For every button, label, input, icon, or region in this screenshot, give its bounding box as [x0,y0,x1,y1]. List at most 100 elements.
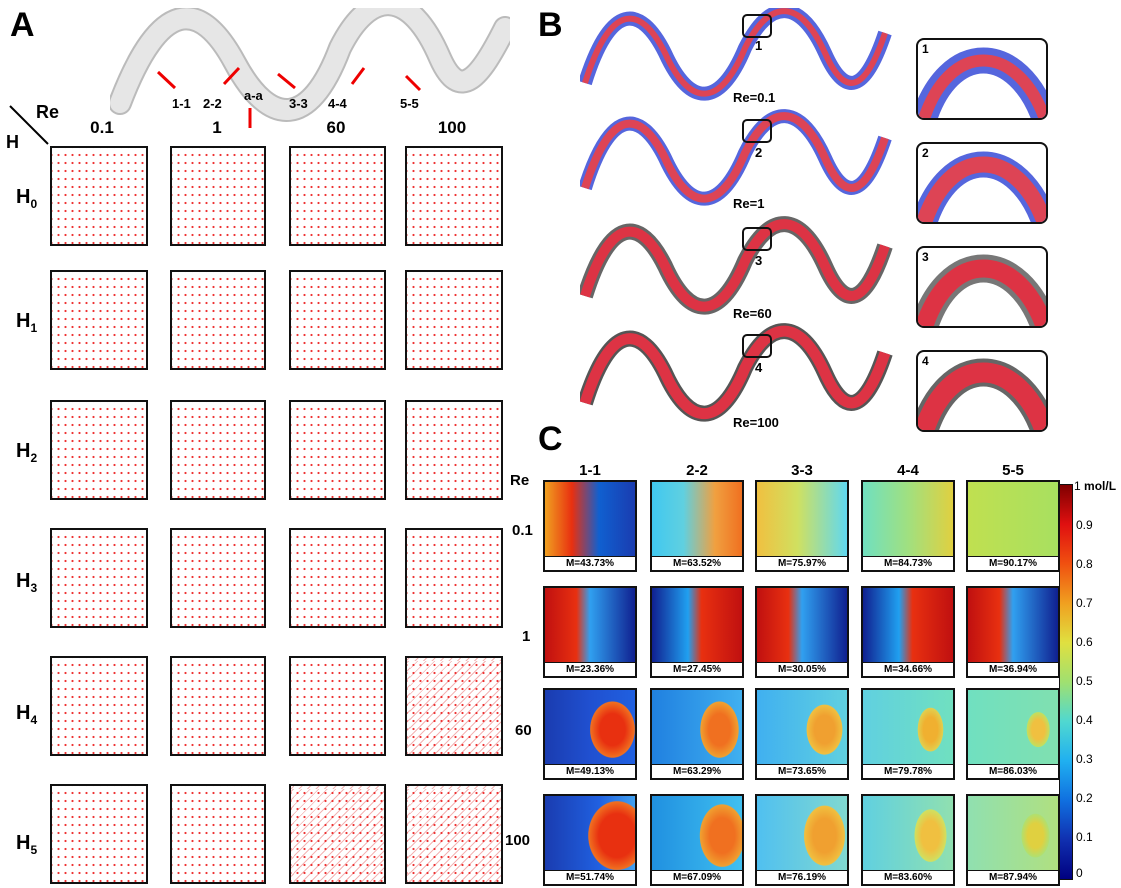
colorbar-tick-0.7: 0.7 [1076,596,1093,610]
conc-map-re0.1-5-5: M=90.17% [966,480,1060,572]
velocity-box-h0-re100 [405,146,503,246]
velocity-box-h1-re100 [405,270,503,370]
mixing-index: M=63.52% [652,556,742,570]
colorbar-tick-0: 0 [1076,866,1083,880]
streamline-channel-3 [585,224,885,307]
colorbar-tick-0.3: 0.3 [1076,752,1093,766]
h-row-label-4: H4 [16,702,38,727]
re-header-1: 1 [212,118,222,137]
colorbar-tick-0.5: 0.5 [1076,674,1093,688]
zoom-inset-number-3: 3 [922,250,929,264]
col-header-5-5: 5-5 [1002,462,1024,479]
streamline-channel-1 [585,11,885,94]
re-label-0.1: Re=0.1 [733,90,776,105]
mixing-index: M=23.36% [545,662,635,676]
conc-map-re100-1-1: M=51.74% [543,794,637,886]
h-row-label-1: H1 [16,310,38,335]
zoom-number-3-inline: 3 [755,253,763,268]
streamline-channel-2 [585,116,885,199]
col-header-3-3: 3-3 [791,462,813,479]
conc-map-re100-3-3: M=76.19% [755,794,849,886]
mixing-index: M=79.78% [863,764,953,778]
colorbar-tick-0.9: 0.9 [1076,518,1093,532]
zoom-marker-3 [742,227,772,251]
velocity-box-h2-re1 [170,400,266,500]
zoom-marker-2 [742,119,772,143]
velocity-box-h0-re60 [289,146,386,246]
velocity-box-h2-re100 [405,400,503,500]
zoom-inset-4: 4 [916,350,1048,432]
conc-map-re1-2-2: M=27.45% [650,586,744,678]
velocity-box-h3-re0.1 [50,528,148,628]
re-header-100: 100 [437,118,467,137]
velocity-box-h5-re60 [289,784,386,884]
panel-b-label: B [538,6,563,44]
colorbar [1059,484,1073,880]
velocity-box-h4-re100 [405,656,503,756]
cut-line-5-5 [404,74,422,92]
row-label-re-1: 1 [522,628,531,645]
mixing-index: M=84.73% [863,556,953,570]
h-row-label-3: H3 [16,570,38,595]
cut-label-1-1: 1-1 [172,96,191,111]
cut-label-5-5: 5-5 [400,96,419,111]
velocity-box-h3-re1 [170,528,266,628]
velocity-box-h4-re0.1 [50,656,148,756]
cut-line-1-1 [156,70,177,90]
streamline-channels [580,8,900,438]
colorbar-tick-1: 1 mol/L [1074,479,1117,493]
corner-re-label: Re [36,102,60,122]
row-label-re-0.1: 0.1 [512,522,533,539]
cut-label-a-a: a-a [244,88,263,103]
mixing-index: M=51.74% [545,870,635,884]
re-header-60: 60 [326,118,346,137]
conc-map-re60-3-3: M=73.65% [755,688,849,780]
velocity-box-h1-re0.1 [50,270,148,370]
zoom-number-1-inline: 1 [755,38,763,53]
mixing-index: M=30.05% [757,662,847,676]
velocity-box-h2-re60 [289,400,386,500]
cut-line-3-3 [277,72,296,90]
velocity-box-h5-re0.1 [50,784,148,884]
zoom-inset-3: 3 [916,246,1048,328]
colorbar-tick-0.2: 0.2 [1076,791,1093,805]
mixing-index: M=63.29% [652,764,742,778]
conc-map-re60-2-2: M=63.29% [650,688,744,780]
mixing-index: M=86.03% [968,764,1058,778]
velocity-box-h4-re1 [170,656,266,756]
velocity-box-h1-re60 [289,270,386,370]
streamline-channel-4 [585,331,885,414]
conc-map-re1-5-5: M=36.94% [966,586,1060,678]
conc-map-re100-2-2: M=67.09% [650,794,744,886]
velocity-box-h2-re0.1 [50,400,148,500]
cut-label-3-3: 3-3 [289,96,308,111]
velocity-box-h3-re60 [289,528,386,628]
cut-label-4-4: 4-4 [328,96,347,111]
mixing-index: M=49.13% [545,764,635,778]
mixing-index: M=83.60% [863,870,953,884]
panel-a-label: A [10,6,35,44]
re-label-60: Re=60 [733,306,772,321]
serpentine-channel-sketch [110,8,510,128]
velocity-box-h1-re1 [170,270,266,370]
conc-map-re60-4-4: M=79.78% [861,688,955,780]
h-row-label-0: H0 [16,186,38,211]
row-label-re-100: 100 [505,832,531,849]
h-row-label-5: H5 [16,832,38,857]
mixing-index: M=75.97% [757,556,847,570]
colorbar-tick-0.1: 0.1 [1076,830,1093,844]
mixing-index: M=43.73% [545,556,635,570]
panel-c-label: C [538,420,563,458]
zoom-marker-4 [742,334,772,358]
conc-map-re0.1-4-4: M=84.73% [861,480,955,572]
colorbar-tick-0.4: 0.4 [1076,713,1093,727]
colorbar-tick-0.8: 0.8 [1076,557,1093,571]
re-label-1: Re=1 [733,196,765,211]
mixing-index: M=87.94% [968,870,1058,884]
mixing-index: M=67.09% [652,870,742,884]
mixing-index: M=27.45% [652,662,742,676]
zoom-number-4-inline: 4 [755,360,763,375]
velocity-box-h5-re1 [170,784,266,884]
velocity-box-h0-re0.1 [50,146,148,246]
panel-c-corner-re: Re [510,472,530,489]
